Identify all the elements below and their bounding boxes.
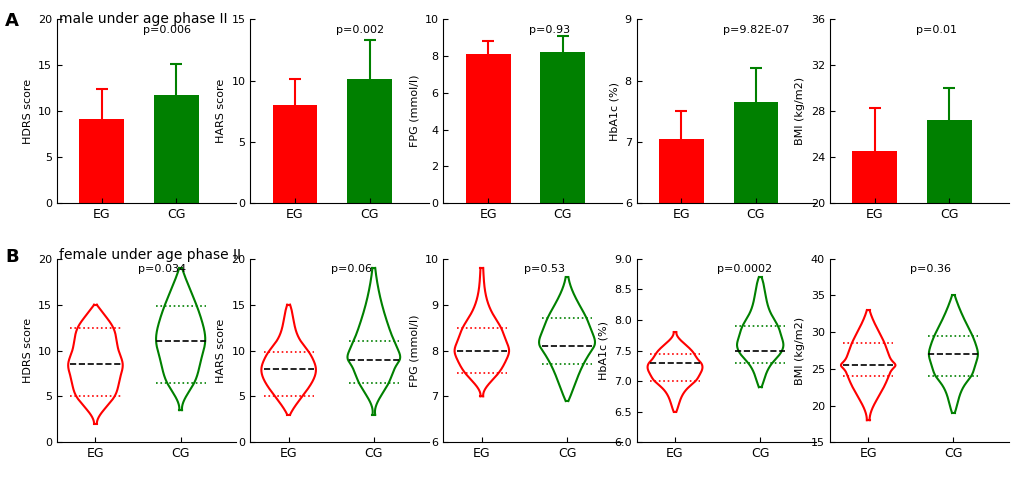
Text: female under age phase II: female under age phase II	[59, 248, 240, 262]
Text: p=0.06: p=0.06	[330, 264, 372, 274]
Bar	[154, 95, 199, 203]
Bar	[79, 119, 124, 203]
Text: p=0.93: p=0.93	[529, 25, 570, 35]
Bar	[926, 121, 970, 432]
Y-axis label: HARS score: HARS score	[216, 79, 225, 143]
Bar	[852, 151, 896, 432]
Y-axis label: BMI (kg/m2): BMI (kg/m2)	[795, 316, 805, 384]
Text: p=0.034: p=0.034	[138, 264, 185, 274]
Bar	[658, 139, 703, 486]
Bar	[466, 54, 511, 203]
Bar	[733, 102, 777, 486]
Y-axis label: HDRS score: HDRS score	[22, 318, 33, 383]
Text: B: B	[5, 248, 18, 266]
Text: p=0.0002: p=0.0002	[716, 264, 771, 274]
Y-axis label: FPG (mmol/l): FPG (mmol/l)	[409, 314, 419, 387]
Text: p=0.01: p=0.01	[915, 25, 956, 35]
Y-axis label: BMI (kg/m2): BMI (kg/m2)	[795, 77, 804, 145]
Y-axis label: FPG (mmol/l): FPG (mmol/l)	[409, 75, 419, 147]
Bar	[272, 105, 317, 203]
Text: p=9.82E-07: p=9.82E-07	[721, 25, 789, 35]
Y-axis label: HbA1c (%): HbA1c (%)	[608, 82, 619, 140]
Y-axis label: HbA1c (%): HbA1c (%)	[598, 321, 608, 380]
Text: p=0.006: p=0.006	[143, 25, 191, 35]
Text: male under age phase II: male under age phase II	[59, 12, 227, 26]
Text: p=0.002: p=0.002	[336, 25, 384, 35]
Text: p=0.36: p=0.36	[910, 264, 951, 274]
Y-axis label: HARS score: HARS score	[216, 318, 225, 382]
Bar	[346, 79, 391, 203]
Text: A: A	[5, 12, 19, 30]
Bar	[540, 52, 585, 203]
Text: p=0.53: p=0.53	[524, 264, 565, 274]
Y-axis label: HDRS score: HDRS score	[22, 79, 33, 144]
